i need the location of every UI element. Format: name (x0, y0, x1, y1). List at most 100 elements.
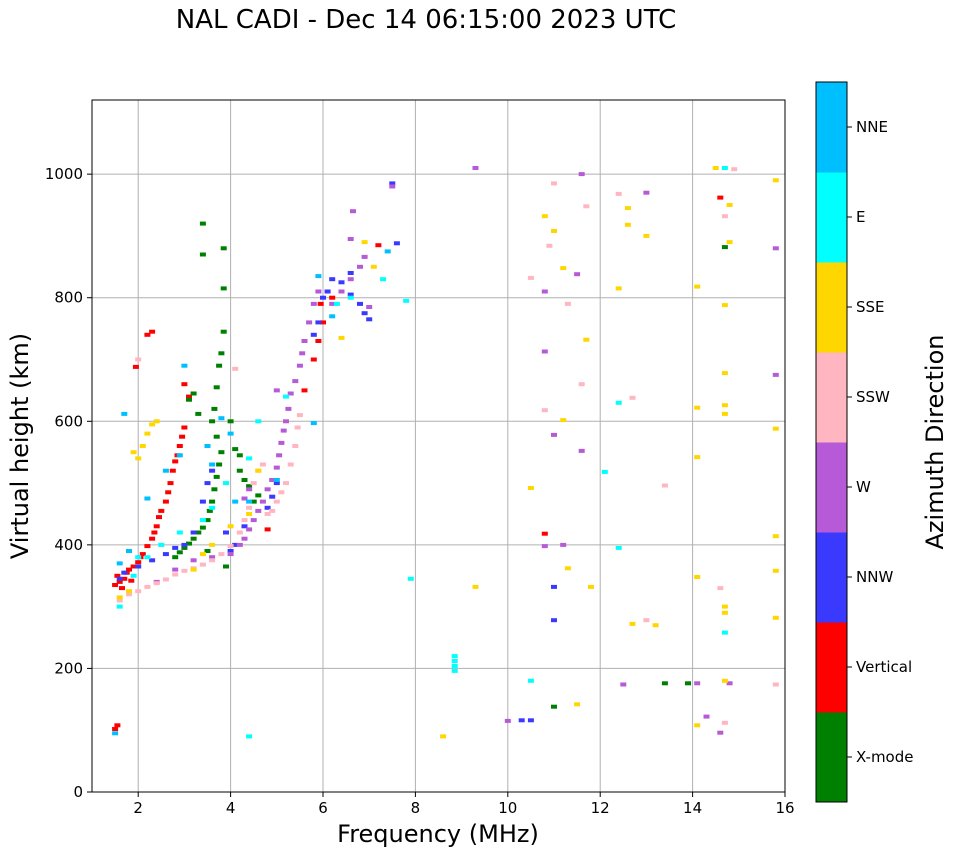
point-vertical (169, 468, 176, 473)
point-x-mode (199, 221, 206, 226)
y-tick-label: 200 (54, 659, 83, 677)
point-nne (315, 274, 322, 279)
point-x-mode (255, 493, 262, 498)
point-sse (551, 229, 557, 233)
colorbar-swatch-x-mode (816, 712, 847, 803)
point-ssw (126, 592, 132, 597)
point-sse (338, 335, 345, 340)
point-nnw (320, 295, 326, 300)
point-sse (694, 284, 701, 289)
point-nnw (347, 292, 354, 297)
point-w (301, 339, 308, 343)
colorbar-tick-label: NNW (856, 568, 893, 586)
point-x-mode (172, 555, 179, 560)
point-nnw (116, 576, 123, 581)
point-sse (541, 214, 548, 219)
colorbar-swatch-nne (816, 82, 847, 173)
point-e (209, 505, 216, 510)
point-e (380, 277, 387, 282)
point-vertical (135, 560, 142, 565)
point-vertical (119, 586, 125, 591)
x-tick-label: 4 (226, 799, 236, 817)
point-e (255, 419, 262, 424)
point-w (236, 542, 243, 547)
point-vertical (132, 364, 139, 369)
point-nnw (172, 545, 179, 550)
point-w (246, 527, 253, 532)
point-e (451, 654, 458, 659)
point-x-mode (176, 550, 183, 555)
point-sse (588, 584, 594, 589)
point-vertical (317, 301, 324, 306)
point-vertical (176, 444, 183, 448)
colorbar-frame (815, 81, 848, 803)
point-x-mode (199, 252, 206, 257)
point-w (172, 567, 179, 572)
point-ssw (578, 382, 585, 387)
point-w (329, 301, 336, 306)
point-w (285, 406, 292, 411)
grid-lines (92, 100, 786, 793)
point-ssw (721, 214, 728, 219)
point-e (451, 659, 458, 663)
point-ssw (241, 518, 248, 523)
point-vertical (116, 579, 123, 584)
point-nnw (269, 494, 276, 499)
point-w (287, 391, 294, 396)
point-vertical (181, 425, 188, 430)
point-ssw (181, 568, 188, 573)
point-ssw (643, 618, 650, 623)
point-w (574, 272, 581, 277)
point-w (504, 718, 511, 723)
point-ssw (273, 499, 280, 504)
point-w (273, 388, 280, 393)
point-x-mode (213, 474, 220, 479)
x-tick-label: 16 (775, 799, 794, 817)
point-vertical (156, 515, 162, 520)
point-nnw (204, 481, 211, 486)
point-w (241, 496, 248, 501)
point-x-mode (195, 530, 202, 535)
point-vertical (139, 552, 146, 557)
point-sse (527, 486, 534, 490)
point-vertical (121, 576, 128, 581)
point-x-mode (216, 462, 223, 467)
point-w (241, 536, 248, 541)
point-sse (199, 552, 206, 557)
point-w (190, 558, 197, 563)
point-nne (162, 468, 169, 473)
point-x-mode (213, 385, 220, 390)
point-x-mode (204, 549, 211, 553)
point-w (264, 487, 271, 492)
point-ssw (135, 357, 142, 362)
point-w (283, 419, 289, 424)
point-w (703, 714, 710, 719)
point-nnw (162, 552, 169, 557)
point-ssw (661, 483, 668, 488)
point-nne (112, 731, 119, 736)
point-vertical (301, 388, 308, 393)
point-sse (139, 444, 146, 448)
y-tick-label: 400 (54, 536, 83, 554)
point-w (361, 254, 368, 259)
point-ssw (294, 425, 301, 430)
point-sse (772, 615, 779, 620)
colorbar-swatch-w (816, 442, 847, 533)
point-vertical (112, 583, 119, 587)
point-sse (726, 203, 733, 207)
y-tick-label: 600 (54, 412, 83, 430)
point-e (527, 678, 534, 683)
point-sse (694, 723, 701, 728)
point-nne (246, 499, 253, 504)
point-vertical (167, 481, 174, 486)
point-e (721, 630, 728, 635)
point-nnw (310, 332, 317, 337)
point-nne (232, 499, 239, 504)
point-x-mode (236, 468, 243, 473)
point-w (292, 379, 299, 384)
point-w (717, 730, 724, 735)
point-nnw (223, 530, 229, 535)
point-e (223, 481, 229, 486)
chart-title: NAL CADI - Dec 14 06:15:00 2023 UTC (175, 5, 677, 35)
